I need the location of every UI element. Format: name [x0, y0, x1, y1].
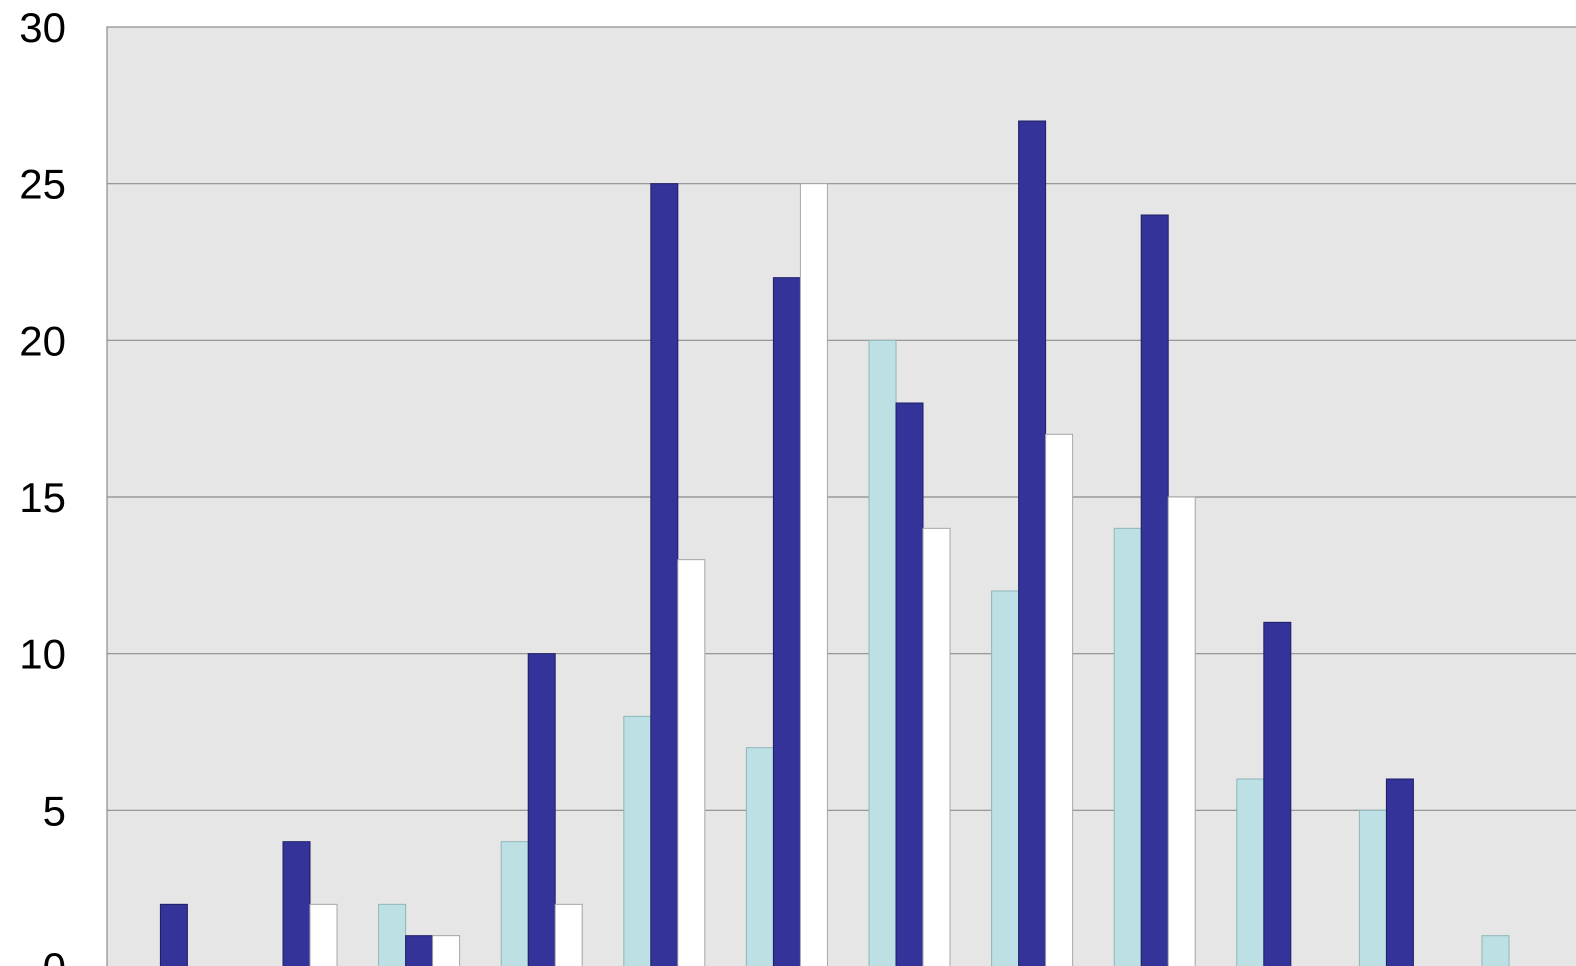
bar-series3-group3	[432, 935, 461, 966]
bar-series1-group9	[1113, 527, 1142, 966]
bar-series1-group6	[745, 747, 774, 966]
bar-series1-group3	[378, 903, 407, 966]
bar-series1-group12	[1481, 935, 1510, 966]
bar-series2-group3	[405, 935, 434, 966]
y-axis: 0 5 10 15 20 25 30	[19, 4, 66, 966]
bar-series3-group7	[922, 527, 951, 966]
bar-series1-group5	[623, 715, 652, 966]
gridlines	[107, 183, 1576, 811]
bar-series3-group5	[677, 559, 706, 966]
y-tick-label: 30	[19, 4, 66, 51]
bar-series2-group11	[1385, 778, 1414, 966]
bar-series3-group4	[554, 903, 583, 966]
bar-series2-group8	[1018, 120, 1047, 966]
bar-series1-group7	[868, 339, 897, 966]
y-tick-label: 0	[43, 944, 66, 966]
y-tick-label: 25	[19, 161, 66, 208]
bar-series1-group4	[500, 841, 529, 966]
bar-series2-group6	[772, 277, 801, 966]
bar-series3-group6	[799, 183, 828, 966]
bar-series1-group11	[1358, 809, 1387, 966]
y-tick-label: 15	[19, 474, 66, 521]
y-tick-label: 20	[19, 317, 66, 364]
bar-series2-group1	[159, 903, 188, 966]
y-tick-label: 5	[43, 787, 66, 834]
bar-series3-group2	[309, 903, 338, 966]
bar-series3-group8	[1045, 433, 1074, 966]
bar-series2-group5	[650, 183, 679, 966]
y-tick-label: 10	[19, 631, 66, 678]
bar-series1-group10	[1236, 778, 1265, 966]
bar-series2-group4	[527, 653, 556, 966]
bar-series2-group9	[1140, 214, 1169, 966]
bar-series2-group7	[895, 402, 924, 966]
bar-series3-group9	[1167, 496, 1196, 966]
bars	[159, 120, 1510, 966]
bar-series2-group2	[282, 841, 311, 966]
bar-series2-group10	[1263, 621, 1292, 966]
bar-series1-group8	[991, 590, 1020, 966]
